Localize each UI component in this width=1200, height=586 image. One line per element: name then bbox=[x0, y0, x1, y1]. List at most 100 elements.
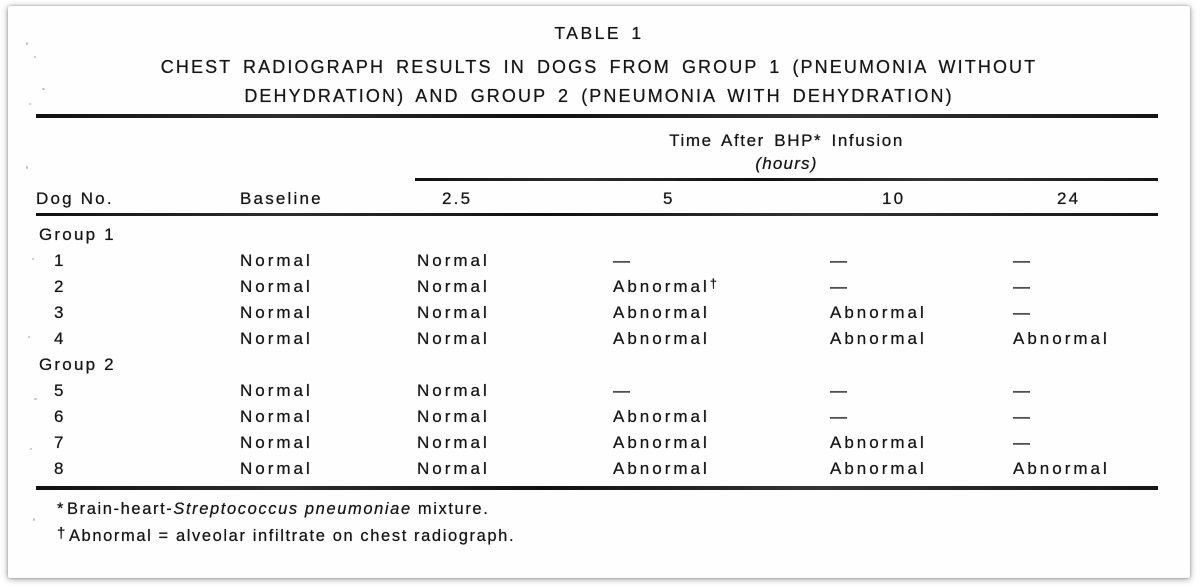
col-header-dog-no: Dog No. bbox=[36, 189, 114, 208]
col-header-5h: 5 bbox=[663, 189, 675, 208]
cell-5h: — bbox=[613, 381, 633, 400]
cell-5h: Abnormal† bbox=[613, 276, 830, 297]
scanned-paper-page: TABLE 1 CHEST RADIOGRAPH RESULTS IN DOGS… bbox=[8, 6, 1190, 578]
cell-10h: Abnormal bbox=[830, 459, 927, 478]
cell-dog-no: 5 bbox=[54, 381, 67, 400]
cell-dog-no: 4 bbox=[54, 329, 67, 348]
col-header-2-5h: 2.5 bbox=[442, 189, 473, 208]
cell-2-5h: Normal bbox=[417, 459, 490, 478]
table: Time After BHP* Infusion (hours) Dog No.… bbox=[36, 6, 1158, 578]
table-number-label: TABLE 1 bbox=[554, 23, 644, 43]
scan-speck bbox=[26, 42, 28, 45]
cell-2-5h: Normal bbox=[417, 433, 490, 452]
cell-2-5h: Normal bbox=[417, 303, 490, 322]
asterisk-marker: * bbox=[57, 500, 66, 518]
cell-dog-no: 6 bbox=[54, 407, 67, 426]
group2-header-row: Group 2 bbox=[36, 352, 1158, 378]
cell-baseline: Normal bbox=[240, 277, 313, 296]
cell-10h: — bbox=[830, 251, 850, 270]
cell-2-5h: Normal bbox=[417, 277, 490, 296]
cell-10h: — bbox=[830, 381, 850, 400]
cell-dog-no: 1 bbox=[54, 251, 67, 270]
cell-24h: Abnormal bbox=[1013, 329, 1110, 348]
col-header-baseline: Baseline bbox=[240, 189, 323, 208]
cell-2-5h: Normal bbox=[417, 329, 490, 348]
table-row-dog8: 8 Normal Normal Abnormal Abnormal Abnorm… bbox=[36, 456, 1158, 482]
col-header-24h: 24 bbox=[1057, 189, 1081, 208]
cell-baseline: Normal bbox=[240, 381, 313, 400]
table-row-dog6: 6 Normal Normal Abnormal — — bbox=[36, 404, 1158, 430]
footnote-text: Brain-heart- bbox=[67, 500, 174, 518]
cell-10h: Abnormal bbox=[830, 329, 927, 348]
scan-speck bbox=[29, 103, 31, 105]
cell-24h: — bbox=[1013, 303, 1033, 322]
table-row-dog3: 3 Normal Normal Abnormal Abnormal — bbox=[36, 300, 1158, 326]
scan-speck bbox=[33, 518, 35, 521]
footnote-text: Abnormal = alveolar infiltrate on chest … bbox=[68, 527, 516, 545]
group1-header-row: Group 1 bbox=[36, 222, 1158, 248]
column-header-row: Dog No. Baseline 2.5 5 10 24 bbox=[36, 186, 1158, 212]
table-row-dog1: 1 Normal Normal — — — bbox=[36, 248, 1158, 274]
scan-speck bbox=[26, 166, 28, 169]
cell-5h: — bbox=[613, 251, 633, 270]
cell-dog-no: 2 bbox=[54, 277, 67, 296]
cell-10h: — bbox=[830, 407, 850, 426]
table-row-dog4: 4 Normal Normal Abnormal Abnormal Abnorm… bbox=[36, 326, 1158, 352]
dagger-marker: † bbox=[57, 525, 67, 542]
spanner-rule bbox=[415, 178, 1158, 181]
scan-speck bbox=[42, 88, 45, 90]
scan-speck bbox=[30, 448, 32, 450]
cell-dog-no: 8 bbox=[54, 459, 67, 478]
spanner-label: Time After BHP* Infusion bbox=[669, 131, 904, 150]
cell-baseline: Normal bbox=[240, 329, 313, 348]
footnote-bhp: * Brain-heart-Streptococcus pneumoniae mi… bbox=[57, 500, 489, 519]
cell-baseline: Normal bbox=[240, 251, 313, 270]
cell-10h: Abnormal bbox=[830, 303, 927, 322]
scan-speck bbox=[34, 56, 36, 58]
cell-2-5h: Normal bbox=[417, 407, 490, 426]
cell-24h: — bbox=[1013, 277, 1033, 296]
cell-24h: — bbox=[1013, 433, 1033, 452]
cell-5h: Abnormal bbox=[613, 303, 710, 322]
cell-5h: Abnormal bbox=[613, 407, 710, 426]
cell-5h-value: Abnormal bbox=[613, 277, 710, 296]
table-row-dog2: 2 Normal Normal Abnormal† — — bbox=[36, 274, 1158, 300]
cell-baseline: Normal bbox=[240, 433, 313, 452]
table-row-dog5: 5 Normal Normal — — — bbox=[36, 378, 1158, 404]
table-title-line2: DEHYDRATION) AND GROUP 2 (PNEUMONIA WITH… bbox=[244, 86, 954, 106]
col-header-10h: 10 bbox=[882, 189, 906, 208]
table-row-dog7: 7 Normal Normal Abnormal Abnormal — bbox=[36, 430, 1158, 456]
dagger-mark: † bbox=[709, 276, 717, 291]
cell-dog-no: 7 bbox=[54, 433, 67, 452]
bottom-rule bbox=[36, 486, 1158, 490]
spanner-unit-label: (hours) bbox=[755, 154, 818, 173]
cell-baseline: Normal bbox=[240, 407, 313, 426]
scan-speck bbox=[34, 398, 37, 400]
table-title-line1: CHEST RADIOGRAPH RESULTS IN DOGS FROM GR… bbox=[160, 57, 1038, 77]
footnote-species-italic: Streptococcus pneumoniae bbox=[173, 500, 412, 518]
spanner-header: Time After BHP* Infusion (hours) bbox=[415, 131, 1158, 174]
footnote-abnormal: † Abnormal = alveolar infiltrate on chest… bbox=[57, 525, 516, 546]
cell-5h: Abnormal bbox=[613, 459, 710, 478]
header-rule bbox=[36, 213, 1158, 216]
scan-speck bbox=[32, 258, 34, 260]
cell-dog-no: 3 bbox=[54, 303, 67, 322]
footnote-text: mixture. bbox=[411, 500, 490, 518]
group1-label: Group 1 bbox=[39, 225, 116, 244]
cell-24h: — bbox=[1013, 381, 1033, 400]
cell-baseline: Normal bbox=[240, 459, 313, 478]
table-body: Group 1 1 Normal Normal — — — 2 Normal N… bbox=[36, 222, 1158, 482]
top-rule bbox=[36, 114, 1158, 118]
cell-baseline: Normal bbox=[240, 303, 313, 322]
cell-2-5h: Normal bbox=[417, 251, 490, 270]
cell-10h: — bbox=[830, 277, 850, 296]
group2-label: Group 2 bbox=[39, 355, 116, 374]
cell-5h: Abnormal bbox=[613, 329, 710, 348]
cell-24h: Abnormal bbox=[1013, 459, 1110, 478]
cell-2-5h: Normal bbox=[417, 381, 490, 400]
cell-24h: — bbox=[1013, 407, 1033, 426]
cell-24h: — bbox=[1013, 251, 1033, 270]
cell-5h: Abnormal bbox=[613, 433, 710, 452]
scan-speck bbox=[28, 336, 30, 338]
cell-10h: Abnormal bbox=[830, 433, 927, 452]
